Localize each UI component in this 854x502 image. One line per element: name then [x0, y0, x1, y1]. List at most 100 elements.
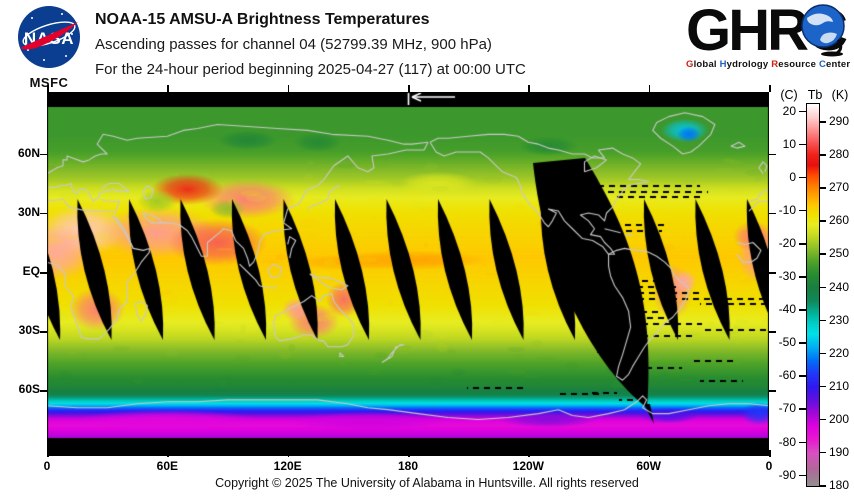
colorbar-k-label: 210	[829, 378, 850, 393]
ghrc-tagline-word: esource	[778, 59, 819, 70]
ghrc-tagline-word: lobal	[693, 59, 720, 70]
colorbar-k-tick	[819, 485, 826, 487]
colorbar-k-tick	[819, 121, 826, 123]
ghrc-tagline-initial: R	[771, 59, 779, 70]
colorbar-k-tick	[819, 220, 826, 222]
lon-tick-bottom	[769, 450, 771, 457]
colorbar-k-tick	[819, 451, 826, 454]
colorbar-title-celsius: (C)	[780, 88, 798, 102]
colorbar-c-label: -70	[778, 401, 796, 416]
colorbar-k-tick	[819, 319, 826, 322]
lat-tick-left	[40, 331, 47, 333]
ghrc-logo-block: GHRC Global Hydrology Resource Center	[686, 0, 851, 70]
lat-tick-right	[769, 212, 776, 215]
colorbar-c-tick	[799, 276, 806, 278]
lat-tick-right	[769, 331, 776, 333]
colorbar-c-tick	[799, 375, 806, 377]
colorbar-k-label: 190	[829, 444, 850, 459]
lon-tick-label: 180	[397, 459, 419, 473]
title-block: NOAA-15 AMSU-A Brightness Temperatures A…	[95, 8, 655, 82]
ghrc-tagline-initial: H	[719, 59, 727, 70]
lat-tick-left	[40, 272, 47, 274]
nasa-logo-icon: NASA	[18, 6, 80, 68]
lon-tick-label: 0	[765, 459, 773, 473]
colorbar-c-tick	[799, 209, 806, 212]
lon-tick-top	[769, 85, 771, 92]
lon-tick-top	[287, 85, 290, 92]
lat-tick-right	[769, 153, 776, 156]
lon-tick-bottom	[408, 450, 410, 457]
lon-tick-label: 120E	[273, 459, 302, 473]
lon-tick-top	[47, 85, 49, 92]
colorbar-c-label: -80	[778, 434, 796, 449]
nasa-logo-block: NASA MSFC	[10, 4, 88, 90]
colorbar-c-tick	[799, 309, 806, 311]
colorbar-c-label: -40	[778, 302, 796, 317]
lat-tick-label: EQ	[22, 264, 40, 278]
colorbar-c-label: 0	[789, 169, 796, 184]
colorbar-k-label: 180	[829, 478, 850, 492]
ghrc-tagline-word: enter	[826, 59, 851, 70]
ghrc-logo-icon: GHRC	[686, 0, 851, 63]
lon-tick-top	[648, 85, 651, 92]
colorbar-c-tick	[799, 474, 806, 477]
lat-tick-label: 30N	[17, 204, 40, 219]
lon-tick-bottom	[528, 450, 530, 457]
lat-tick-label: 30S	[18, 323, 40, 337]
page-title: NOAA-15 AMSU-A Brightness Temperatures	[95, 11, 430, 28]
colorbar-c-label: -30	[778, 269, 796, 284]
colorbar-c-label: 20	[782, 103, 796, 118]
ghrc-tagline-initial: G	[686, 59, 694, 70]
ghrc-tagline-word: ydrology	[726, 59, 772, 70]
lat-tick-left	[40, 390, 47, 392]
colorbar-k-tick	[819, 154, 826, 156]
colorbar-k-tick	[819, 385, 826, 388]
lon-tick-label: 60E	[156, 459, 178, 473]
lat-tick-left	[40, 153, 47, 156]
colorbar-c-label: -60	[778, 368, 796, 383]
lon-tick-top	[408, 85, 410, 92]
colorbar-c-tick	[799, 441, 806, 443]
colorbar-title-kelvin: (K)	[831, 88, 849, 102]
lat-tick-right	[769, 390, 776, 392]
colorbar-c-label: -20	[778, 236, 796, 251]
colorbar-k-tick	[819, 352, 826, 355]
ghrc-tagline: Global Hydrology Resource Center	[686, 59, 850, 70]
colorbar-k-label: 250	[829, 246, 850, 261]
colorbar-k-label: 290	[829, 114, 850, 129]
msfc-label: MSFC	[29, 75, 69, 90]
colorbar-c-label: 10	[782, 136, 796, 151]
colorbar-k-tick	[819, 418, 826, 421]
ghrc-tagline-initial: C	[818, 59, 827, 70]
lon-tick-label: 60W	[636, 459, 661, 473]
colorbar-c-label: -50	[778, 335, 796, 350]
lon-tick-top	[167, 85, 169, 92]
colorbar-k-label: 230	[829, 312, 850, 327]
colorbar-k-tick	[819, 286, 826, 289]
colorbar-c-tick	[799, 110, 806, 113]
lat-tick-right	[769, 272, 776, 274]
colorbar-c-label: -10	[778, 202, 796, 217]
colorbar-c-tick	[799, 143, 806, 146]
lon-tick-label: 120W	[512, 459, 544, 473]
colorbar-title-tb: Tb	[807, 88, 823, 102]
colorbar-k-label: 220	[829, 345, 850, 360]
colorbar-c-tick	[799, 408, 806, 410]
colorbar-k-tick	[819, 253, 826, 255]
colorbar-k-label: 240	[829, 279, 850, 294]
subtitle-period: For the 24-hour period beginning 2025-04…	[95, 61, 526, 78]
subtitle-channel: Ascending passes for channel 04 (52799.3…	[95, 36, 492, 53]
lon-tick-bottom	[47, 450, 49, 457]
lat-tick-label: 60N	[17, 145, 40, 160]
brightness-temperature-map	[47, 92, 769, 456]
colorbar-c-tick	[799, 176, 806, 179]
colorbar-k-label: 200	[829, 411, 850, 426]
lon-tick-top	[528, 85, 530, 92]
colorbar-k-label: 260	[829, 213, 850, 228]
colorbar-gradient	[806, 103, 820, 487]
colorbar-c-tick	[799, 243, 806, 245]
colorbar-k-tick	[819, 187, 826, 189]
colorbar-k-label: 280	[829, 147, 850, 162]
copyright-text: Copyright © 2025 The University of Alaba…	[215, 476, 639, 490]
